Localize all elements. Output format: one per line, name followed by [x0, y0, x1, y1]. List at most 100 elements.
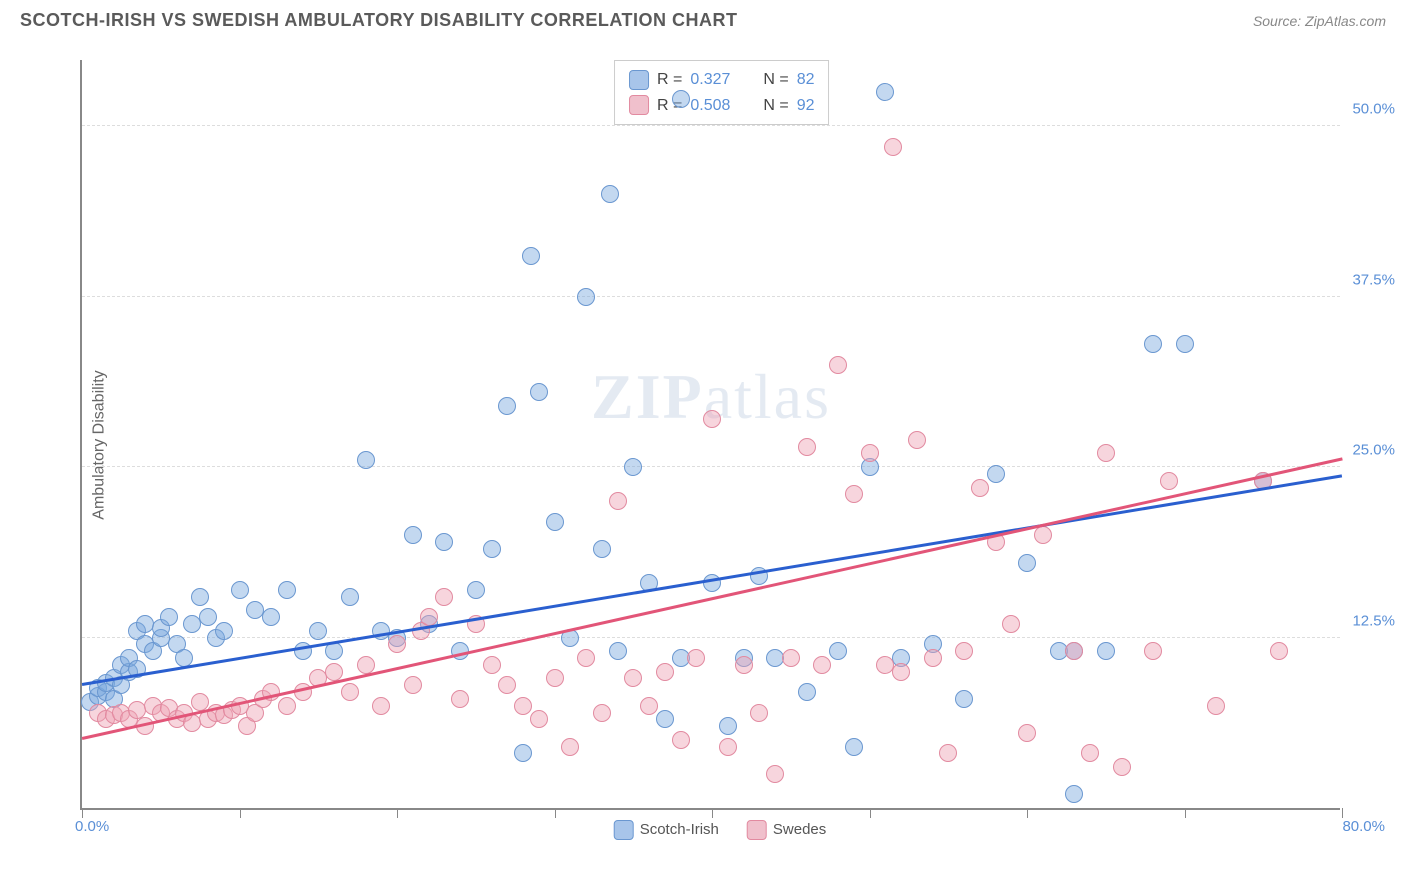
x-axis-max-label: 80.0%	[1342, 818, 1385, 835]
data-point	[498, 676, 516, 694]
grid-line	[82, 637, 1340, 638]
n-label: N =	[763, 67, 788, 93]
data-point	[483, 656, 501, 674]
data-point	[1081, 744, 1099, 762]
data-point	[719, 738, 737, 756]
x-tick	[712, 808, 713, 818]
grid-line	[82, 125, 1340, 126]
y-tick-label: 12.5%	[1352, 612, 1395, 629]
data-point	[530, 383, 548, 401]
data-point	[1160, 472, 1178, 490]
legend-label: Scotch-Irish	[640, 821, 719, 838]
data-point	[467, 581, 485, 599]
data-point	[939, 744, 957, 762]
data-point	[884, 138, 902, 156]
data-point	[341, 588, 359, 606]
data-point	[262, 608, 280, 626]
data-point	[719, 717, 737, 735]
x-tick	[1027, 808, 1028, 818]
data-point	[1018, 554, 1036, 572]
data-point	[601, 185, 619, 203]
legend-item: Swedes	[747, 820, 826, 840]
data-point	[1034, 526, 1052, 544]
data-point	[388, 635, 406, 653]
swatch-pink	[629, 95, 649, 115]
data-point	[309, 622, 327, 640]
data-point	[735, 656, 753, 674]
grid-line	[82, 466, 1340, 467]
data-point	[577, 288, 595, 306]
data-point	[498, 397, 516, 415]
legend-item: Scotch-Irish	[614, 820, 719, 840]
data-point	[687, 649, 705, 667]
chart-container: Ambulatory Disability ZIPatlas R = 0.327…	[50, 50, 1390, 840]
n-value-blue: 82	[797, 67, 815, 93]
x-tick	[1342, 808, 1343, 818]
data-point	[924, 649, 942, 667]
data-point	[813, 656, 831, 674]
data-point	[656, 663, 674, 681]
data-point	[561, 738, 579, 756]
correlation-legend: R = 0.327 N = 82 R = 0.508 N = 92	[614, 60, 829, 125]
legend-swatch	[747, 820, 767, 840]
data-point	[1113, 758, 1131, 776]
n-value-pink: 92	[797, 93, 815, 119]
data-point	[420, 608, 438, 626]
data-point	[955, 690, 973, 708]
data-point	[672, 731, 690, 749]
data-point	[609, 492, 627, 510]
data-point	[845, 485, 863, 503]
watermark-bold: ZIP	[591, 361, 704, 432]
data-point	[372, 697, 390, 715]
trend-line	[82, 458, 1343, 740]
data-point	[782, 649, 800, 667]
data-point	[908, 431, 926, 449]
data-point	[1097, 444, 1115, 462]
data-point	[829, 642, 847, 660]
data-point	[1176, 335, 1194, 353]
data-point	[435, 533, 453, 551]
data-point	[341, 683, 359, 701]
data-point	[876, 83, 894, 101]
watermark-rest: atlas	[704, 361, 831, 432]
swatch-blue	[629, 70, 649, 90]
x-tick	[555, 808, 556, 818]
data-point	[1144, 642, 1162, 660]
data-point	[404, 526, 422, 544]
data-point	[1065, 642, 1083, 660]
data-point	[1065, 785, 1083, 803]
data-point	[1097, 642, 1115, 660]
data-point	[483, 540, 501, 558]
data-point	[656, 710, 674, 728]
legend-row-blue: R = 0.327 N = 82	[629, 67, 814, 93]
legend-label: Swedes	[773, 821, 826, 838]
x-tick	[870, 808, 871, 818]
data-point	[451, 690, 469, 708]
chart-header: SCOTCH-IRISH VS SWEDISH AMBULATORY DISAB…	[0, 0, 1406, 31]
y-tick-label: 25.0%	[1352, 442, 1395, 459]
y-tick-label: 50.0%	[1352, 101, 1395, 118]
data-point	[1144, 335, 1162, 353]
data-point	[971, 479, 989, 497]
data-point	[987, 465, 1005, 483]
data-point	[640, 697, 658, 715]
data-point	[522, 247, 540, 265]
data-point	[798, 438, 816, 456]
data-point	[703, 410, 721, 428]
data-point	[278, 581, 296, 599]
data-point	[325, 663, 343, 681]
data-point	[530, 710, 548, 728]
x-tick	[397, 808, 398, 818]
data-point	[357, 656, 375, 674]
r-value-blue: 0.327	[690, 67, 745, 93]
data-point	[1270, 642, 1288, 660]
source-attribution: Source: ZipAtlas.com	[1253, 13, 1386, 29]
data-point	[325, 642, 343, 660]
data-point	[609, 642, 627, 660]
data-point	[191, 693, 209, 711]
data-point	[624, 669, 642, 687]
data-point	[750, 704, 768, 722]
data-point	[514, 744, 532, 762]
data-point	[546, 513, 564, 531]
data-point	[624, 458, 642, 476]
